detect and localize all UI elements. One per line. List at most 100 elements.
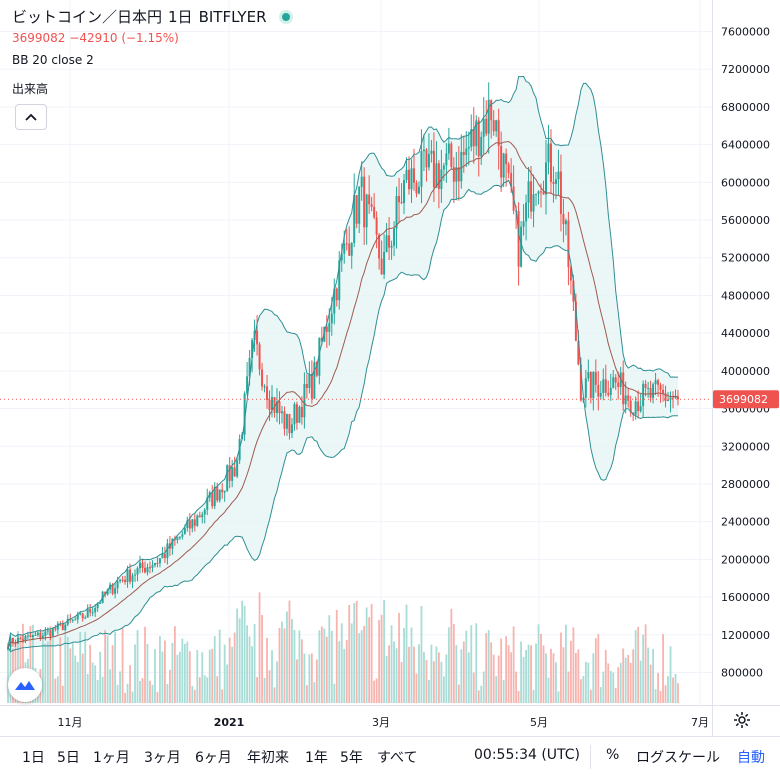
volume-bar [66, 636, 69, 703]
candle [472, 129, 475, 147]
volume-bar [555, 662, 557, 703]
log-scale-button[interactable]: ログスケール [636, 750, 720, 766]
volume-bar [592, 653, 595, 703]
candle [455, 167, 458, 182]
range-1m-button[interactable]: 1ヶ月 [93, 750, 130, 766]
volume-bar [530, 645, 532, 703]
candle [338, 260, 341, 301]
candle [502, 153, 505, 178]
range-6m-button[interactable]: 6ヶ月 [195, 750, 232, 766]
volume-bar [385, 655, 388, 703]
volume-bar [261, 614, 263, 703]
bb-indicator-legend[interactable]: BB 20 close 2 [12, 53, 94, 67]
volume-bar [345, 640, 348, 703]
auto-scale-button[interactable]: 自動 [737, 750, 765, 766]
volume-bar [144, 626, 146, 703]
volume-bar [236, 608, 239, 703]
candle [178, 536, 181, 538]
volume-bar [191, 685, 194, 703]
range-5d-button[interactable]: 5日 [57, 750, 80, 766]
candle [542, 191, 545, 195]
interval-label[interactable]: 1日 [168, 8, 193, 26]
candle [26, 635, 29, 637]
volume-bar [350, 623, 353, 703]
symbol-legend[interactable]: ビットコイン／日本円 1日 BITFLYER [12, 6, 293, 27]
candle [475, 120, 478, 147]
volume-bar [305, 685, 308, 703]
candle [340, 253, 343, 261]
chart-pane[interactable]: ビットコイン／日本円 1日 BITFLYER 3699082 −42910 (−… [0, 0, 712, 705]
range-all-button[interactable]: すべて [377, 750, 418, 766]
volume-bar [49, 626, 52, 703]
candle [614, 377, 617, 383]
candle [535, 193, 538, 195]
candle [507, 164, 510, 173]
range-3m-button[interactable]: 3ヶ月 [144, 750, 181, 766]
volume-bar [266, 637, 268, 703]
candle [139, 562, 142, 569]
candle [161, 554, 164, 559]
candle [34, 635, 37, 637]
candle [537, 191, 540, 194]
candle [470, 129, 473, 148]
candle [657, 380, 660, 385]
volume-bar [398, 612, 400, 703]
volume-bar [308, 654, 311, 703]
collapse-legend-button[interactable] [15, 104, 47, 130]
candle [627, 395, 630, 401]
time-scale[interactable]: 11月 2021 3月 5月 7月 [0, 705, 712, 736]
candle [525, 202, 528, 222]
candle [39, 632, 42, 638]
volume-bar [552, 653, 555, 703]
price-scale-label: 4400000 [721, 327, 770, 340]
range-1d-button[interactable]: 1日 [22, 750, 45, 766]
volume-bar [569, 640, 572, 703]
candle [505, 153, 508, 165]
candlestick-chart[interactable] [0, 0, 712, 705]
volume-bar [166, 684, 169, 703]
candle [634, 401, 637, 415]
volume-bar [206, 677, 209, 703]
candle [106, 589, 109, 595]
volume-bar [303, 653, 306, 703]
tradingview-logo[interactable] [8, 668, 42, 702]
volume-bar [425, 660, 428, 703]
candle [572, 280, 575, 302]
candle [549, 143, 552, 182]
volume-bar [271, 650, 273, 703]
candle [76, 614, 79, 620]
chart-settings-button[interactable] [712, 705, 780, 736]
symbol-title[interactable]: ビットコイン／日本円 [12, 8, 163, 26]
candle [674, 396, 677, 399]
candle [56, 623, 59, 630]
range-5y-button[interactable]: 5年 [340, 750, 363, 766]
volume-bar [547, 677, 550, 703]
volume-bar [196, 650, 199, 703]
candle [612, 377, 615, 388]
utc-clock[interactable]: 00:55:34 (UTC) [474, 747, 581, 763]
price-scale[interactable]: 7600000 7200000 6800000 6400000 6000000 56000… [712, 0, 780, 705]
volume-bar [455, 645, 458, 703]
time-scale-label: 5月 [530, 716, 548, 729]
volume-bar [268, 670, 271, 703]
candle [243, 393, 246, 435]
volume-bar [256, 677, 258, 703]
percent-scale-button[interactable]: % [606, 747, 620, 763]
volume-bar [440, 661, 443, 703]
candle [166, 543, 169, 559]
volume-indicator-legend[interactable]: 出来高 [12, 82, 49, 96]
candle [380, 258, 383, 275]
candle [263, 386, 266, 388]
volume-bar [522, 656, 525, 703]
range-1y-button[interactable]: 1年 [305, 750, 328, 766]
candle [295, 404, 298, 423]
volume-bar [375, 678, 378, 703]
volume-bar [7, 642, 9, 703]
candle [283, 411, 286, 429]
volume-bar [218, 629, 221, 703]
volume-bar [405, 604, 408, 703]
candle [390, 245, 393, 248]
candle [208, 492, 211, 498]
candle [527, 181, 530, 203]
range-ytd-button[interactable]: 年初来 [247, 750, 289, 766]
